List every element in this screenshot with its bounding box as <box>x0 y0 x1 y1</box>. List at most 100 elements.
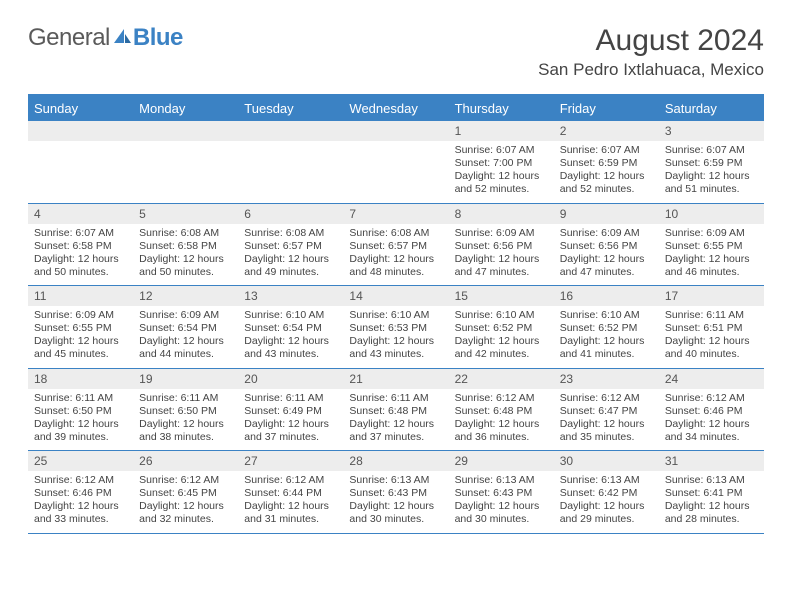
sunrise-text: Sunrise: 6:11 AM <box>34 392 127 405</box>
day-header: Sunday <box>28 96 133 121</box>
week-row: 18Sunrise: 6:11 AMSunset: 6:50 PMDayligh… <box>28 369 764 452</box>
day-number <box>28 121 133 141</box>
sunrise-text: Sunrise: 6:07 AM <box>455 144 548 157</box>
sunrise-text: Sunrise: 6:08 AM <box>139 227 232 240</box>
day-cell: 6Sunrise: 6:08 AMSunset: 6:57 PMDaylight… <box>238 204 343 286</box>
daylight-text: Daylight: 12 hours and 29 minutes. <box>560 500 653 526</box>
day-body: Sunrise: 6:12 AMSunset: 6:44 PMDaylight:… <box>238 471 343 533</box>
day-number: 13 <box>238 286 343 306</box>
title-block: August 2024 San Pedro Ixtlahuaca, Mexico <box>538 24 764 80</box>
day-body <box>133 141 238 199</box>
day-cell: 13Sunrise: 6:10 AMSunset: 6:54 PMDayligh… <box>238 286 343 368</box>
sunrise-text: Sunrise: 6:12 AM <box>560 392 653 405</box>
page: General Blue August 2024 San Pedro Ixtla… <box>0 0 792 554</box>
day-body: Sunrise: 6:11 AMSunset: 6:50 PMDaylight:… <box>28 389 133 451</box>
day-number: 21 <box>343 369 448 389</box>
day-body: Sunrise: 6:07 AMSunset: 6:59 PMDaylight:… <box>554 141 659 203</box>
day-number: 29 <box>449 451 554 471</box>
daylight-text: Daylight: 12 hours and 49 minutes. <box>244 253 337 279</box>
day-header: Monday <box>133 96 238 121</box>
sunset-text: Sunset: 6:44 PM <box>244 487 337 500</box>
day-header-row: Sunday Monday Tuesday Wednesday Thursday… <box>28 96 764 121</box>
daylight-text: Daylight: 12 hours and 36 minutes. <box>455 418 548 444</box>
sunset-text: Sunset: 6:52 PM <box>560 322 653 335</box>
sunrise-text: Sunrise: 6:11 AM <box>665 309 758 322</box>
sunset-text: Sunset: 6:52 PM <box>455 322 548 335</box>
day-number: 7 <box>343 204 448 224</box>
sunset-text: Sunset: 6:49 PM <box>244 405 337 418</box>
day-body: Sunrise: 6:10 AMSunset: 6:52 PMDaylight:… <box>449 306 554 368</box>
day-body: Sunrise: 6:11 AMSunset: 6:50 PMDaylight:… <box>133 389 238 451</box>
day-number: 6 <box>238 204 343 224</box>
sunrise-text: Sunrise: 6:13 AM <box>560 474 653 487</box>
day-cell: 4Sunrise: 6:07 AMSunset: 6:58 PMDaylight… <box>28 204 133 286</box>
day-cell: 26Sunrise: 6:12 AMSunset: 6:45 PMDayligh… <box>133 451 238 533</box>
day-number: 5 <box>133 204 238 224</box>
day-number: 10 <box>659 204 764 224</box>
daylight-text: Daylight: 12 hours and 35 minutes. <box>560 418 653 444</box>
month-year: August 2024 <box>538 24 764 58</box>
logo-text-1: General <box>28 24 110 52</box>
day-number: 23 <box>554 369 659 389</box>
sunset-text: Sunset: 6:41 PM <box>665 487 758 500</box>
sunset-text: Sunset: 6:48 PM <box>455 405 548 418</box>
sunrise-text: Sunrise: 6:12 AM <box>34 474 127 487</box>
day-body: Sunrise: 6:13 AMSunset: 6:43 PMDaylight:… <box>449 471 554 533</box>
sunset-text: Sunset: 6:55 PM <box>34 322 127 335</box>
day-cell: 25Sunrise: 6:12 AMSunset: 6:46 PMDayligh… <box>28 451 133 533</box>
sunset-text: Sunset: 6:58 PM <box>139 240 232 253</box>
day-cell: 20Sunrise: 6:11 AMSunset: 6:49 PMDayligh… <box>238 369 343 451</box>
day-number: 30 <box>554 451 659 471</box>
day-cell: 16Sunrise: 6:10 AMSunset: 6:52 PMDayligh… <box>554 286 659 368</box>
sunset-text: Sunset: 6:42 PM <box>560 487 653 500</box>
day-number: 24 <box>659 369 764 389</box>
sunset-text: Sunset: 6:56 PM <box>455 240 548 253</box>
day-body: Sunrise: 6:07 AMSunset: 6:58 PMDaylight:… <box>28 224 133 286</box>
day-body: Sunrise: 6:10 AMSunset: 6:52 PMDaylight:… <box>554 306 659 368</box>
sunset-text: Sunset: 6:59 PM <box>665 157 758 170</box>
weeks-container: 1Sunrise: 6:07 AMSunset: 7:00 PMDaylight… <box>28 121 764 534</box>
day-number: 25 <box>28 451 133 471</box>
day-body: Sunrise: 6:11 AMSunset: 6:49 PMDaylight:… <box>238 389 343 451</box>
week-row: 11Sunrise: 6:09 AMSunset: 6:55 PMDayligh… <box>28 286 764 369</box>
day-header: Thursday <box>449 96 554 121</box>
day-number: 19 <box>133 369 238 389</box>
day-body: Sunrise: 6:08 AMSunset: 6:57 PMDaylight:… <box>238 224 343 286</box>
day-number: 31 <box>659 451 764 471</box>
sunset-text: Sunset: 6:57 PM <box>244 240 337 253</box>
logo-sail-icon <box>112 27 132 50</box>
day-cell: 11Sunrise: 6:09 AMSunset: 6:55 PMDayligh… <box>28 286 133 368</box>
sunset-text: Sunset: 6:54 PM <box>244 322 337 335</box>
day-cell: 29Sunrise: 6:13 AMSunset: 6:43 PMDayligh… <box>449 451 554 533</box>
day-cell: 17Sunrise: 6:11 AMSunset: 6:51 PMDayligh… <box>659 286 764 368</box>
day-body: Sunrise: 6:13 AMSunset: 6:41 PMDaylight:… <box>659 471 764 533</box>
sunrise-text: Sunrise: 6:11 AM <box>244 392 337 405</box>
day-number: 22 <box>449 369 554 389</box>
daylight-text: Daylight: 12 hours and 38 minutes. <box>139 418 232 444</box>
sunrise-text: Sunrise: 6:11 AM <box>139 392 232 405</box>
day-number: 15 <box>449 286 554 306</box>
day-cell: 27Sunrise: 6:12 AMSunset: 6:44 PMDayligh… <box>238 451 343 533</box>
day-cell: 12Sunrise: 6:09 AMSunset: 6:54 PMDayligh… <box>133 286 238 368</box>
daylight-text: Daylight: 12 hours and 28 minutes. <box>665 500 758 526</box>
day-number: 26 <box>133 451 238 471</box>
daylight-text: Daylight: 12 hours and 42 minutes. <box>455 335 548 361</box>
day-body: Sunrise: 6:12 AMSunset: 6:45 PMDaylight:… <box>133 471 238 533</box>
daylight-text: Daylight: 12 hours and 51 minutes. <box>665 170 758 196</box>
daylight-text: Daylight: 12 hours and 30 minutes. <box>455 500 548 526</box>
day-body: Sunrise: 6:12 AMSunset: 6:48 PMDaylight:… <box>449 389 554 451</box>
sunset-text: Sunset: 6:58 PM <box>34 240 127 253</box>
sunset-text: Sunset: 6:46 PM <box>665 405 758 418</box>
sunrise-text: Sunrise: 6:12 AM <box>139 474 232 487</box>
sunset-text: Sunset: 6:54 PM <box>139 322 232 335</box>
day-number: 12 <box>133 286 238 306</box>
day-body: Sunrise: 6:09 AMSunset: 6:55 PMDaylight:… <box>659 224 764 286</box>
day-cell: 7Sunrise: 6:08 AMSunset: 6:57 PMDaylight… <box>343 204 448 286</box>
day-number: 1 <box>449 121 554 141</box>
daylight-text: Daylight: 12 hours and 32 minutes. <box>139 500 232 526</box>
daylight-text: Daylight: 12 hours and 31 minutes. <box>244 500 337 526</box>
week-row: 25Sunrise: 6:12 AMSunset: 6:46 PMDayligh… <box>28 451 764 534</box>
day-body: Sunrise: 6:09 AMSunset: 6:56 PMDaylight:… <box>554 224 659 286</box>
daylight-text: Daylight: 12 hours and 52 minutes. <box>455 170 548 196</box>
day-cell: 28Sunrise: 6:13 AMSunset: 6:43 PMDayligh… <box>343 451 448 533</box>
